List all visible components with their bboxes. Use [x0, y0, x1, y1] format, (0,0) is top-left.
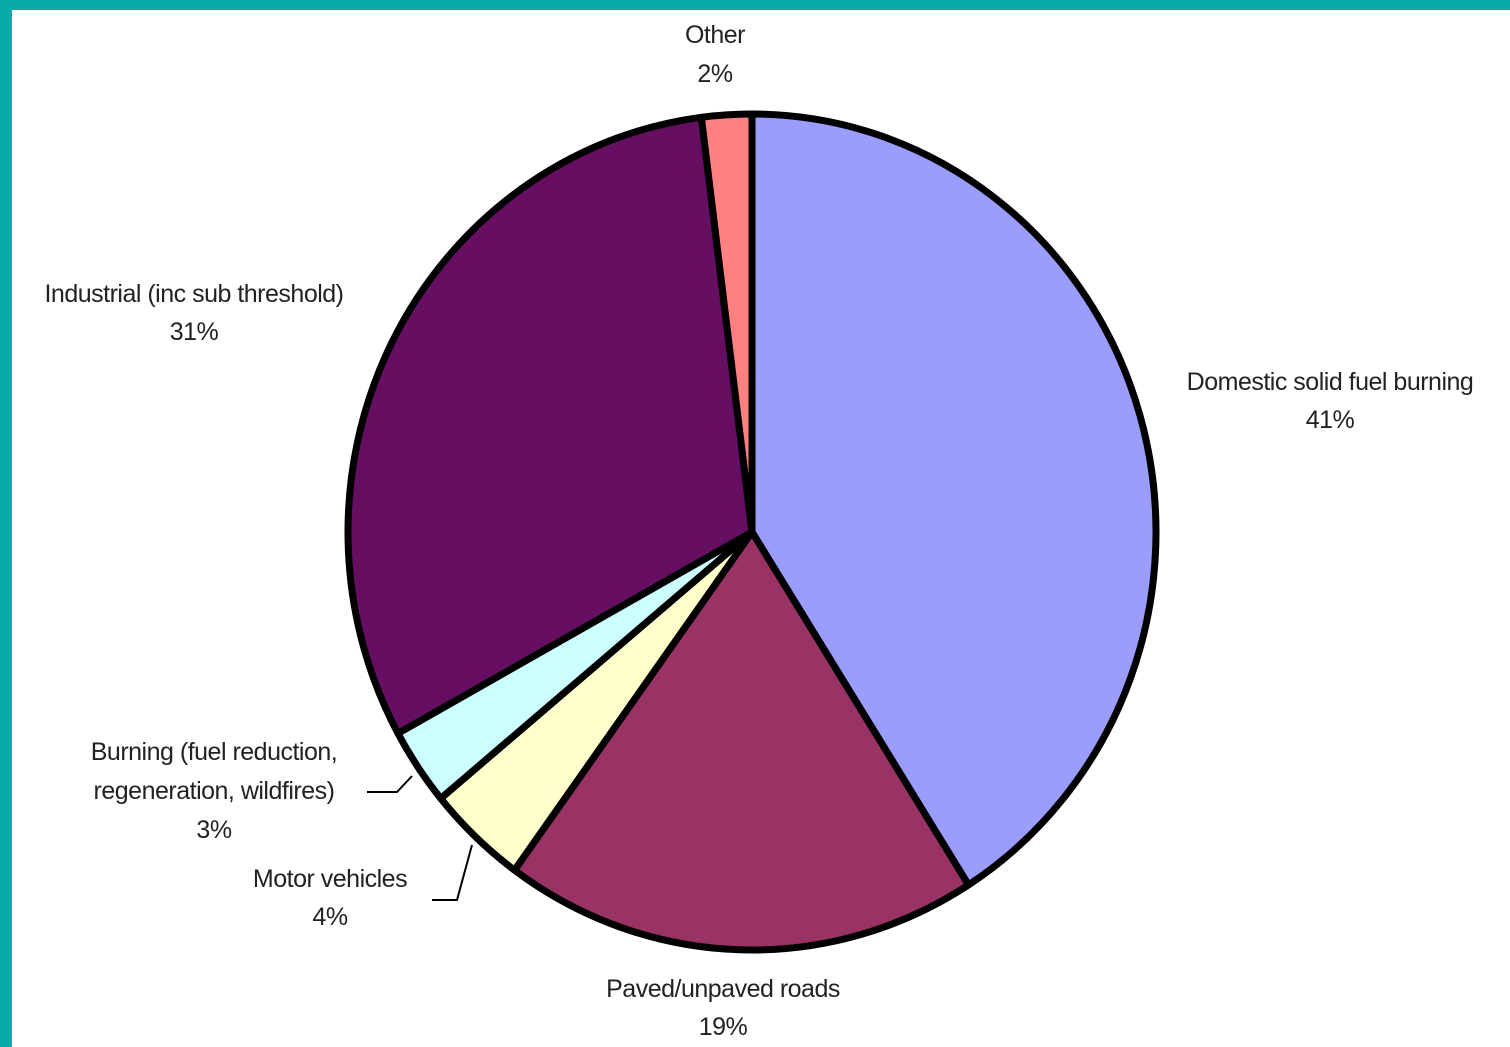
leader-lines [367, 775, 473, 901]
label-roads-pct: 19% [699, 1013, 748, 1041]
label-burning-line1: Burning (fuel reduction, [91, 738, 337, 766]
label-burning-pct: 3% [196, 816, 231, 844]
label-other-pct: 2% [697, 60, 732, 88]
label-industrial-name: Industrial (inc sub threshold) [44, 280, 343, 308]
label-domestic-name: Domestic solid fuel burning [1187, 368, 1474, 396]
label-burning-line2: regeneration, wildfires) [94, 777, 335, 805]
motor-leader-line [432, 844, 473, 901]
label-domestic-pct: 41% [1306, 406, 1355, 434]
label-other-name: Other [685, 21, 745, 49]
label-motor-name: Motor vehicles [253, 865, 407, 893]
chart-frame: Other 2% Industrial (inc sub threshold) … [12, 10, 1510, 1047]
pie-slice-paved-unpaved-roads [511, 528, 972, 954]
pie-slices [344, 110, 1160, 954]
pie-slice-other [697, 110, 756, 536]
pie-slice-industrial-inc-sub-threshold [344, 113, 756, 737]
label-roads-name: Paved/unpaved roads [606, 975, 840, 1003]
pie-chart: Other 2% Industrial (inc sub threshold) … [44, 21, 1474, 1041]
burning-leader-line [367, 775, 413, 793]
label-industrial-pct: 31% [170, 318, 219, 346]
label-motor-pct: 4% [312, 903, 347, 931]
